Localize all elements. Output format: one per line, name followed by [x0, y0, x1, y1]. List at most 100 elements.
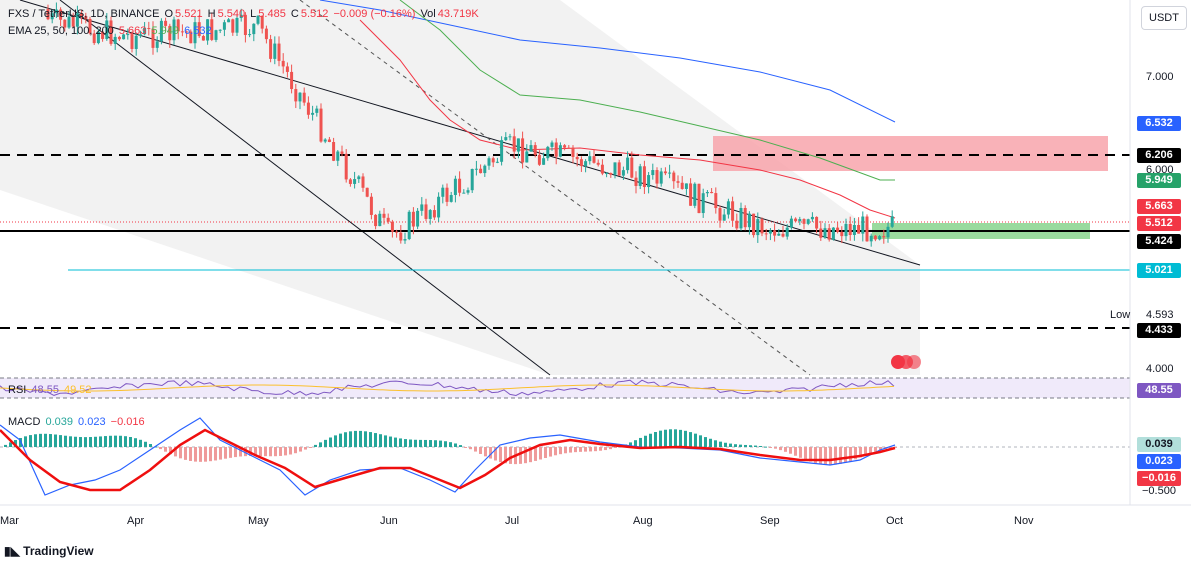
macd-bar: [174, 447, 177, 457]
candle-body: [861, 216, 865, 234]
macd-bar: [519, 447, 522, 464]
macd-bar: [539, 447, 542, 460]
macd-bar: [144, 441, 147, 447]
macd-bar: [149, 444, 152, 447]
macd-bar: [94, 436, 97, 447]
macd-bar: [779, 447, 782, 451]
macd-bar: [789, 447, 792, 454]
macd-bar: [694, 433, 697, 447]
macd-bar: [704, 437, 707, 447]
channel-mid-line[interactable]: [299, 0, 811, 376]
candle-body: [84, 16, 88, 19]
macd-bar: [449, 442, 452, 447]
candle-body: [743, 207, 747, 228]
candle-body: [138, 34, 142, 36]
candle-body: [390, 221, 394, 232]
macd-bar: [184, 447, 187, 460]
macd-bar: [614, 447, 617, 448]
candle-body: [117, 36, 121, 40]
currency-button[interactable]: USDT: [1141, 6, 1187, 30]
candle-body: [210, 19, 214, 40]
macd-bar: [889, 447, 892, 448]
macd-bar: [419, 439, 422, 447]
candle-body: [189, 31, 193, 44]
candle-body: [168, 25, 172, 41]
macd-bar: [14, 440, 17, 447]
macd-bar: [424, 439, 427, 447]
macd-bar: [634, 440, 637, 447]
candle-body: [529, 145, 533, 152]
macd-bar: [804, 447, 807, 460]
resistance-zone[interactable]: [713, 136, 1108, 171]
channel-lower-line[interactable]: [59, 0, 551, 376]
candle-body: [584, 161, 588, 167]
candle-body: [378, 213, 382, 227]
candle-body: [159, 20, 163, 42]
tradingview-logo[interactable]: ▮◣ TradingView: [4, 544, 94, 558]
candle-body: [75, 13, 79, 27]
candle-body: [239, 14, 243, 18]
candle-body: [470, 169, 474, 191]
open-label: O: [164, 8, 174, 20]
high-value: 5.540: [217, 8, 246, 20]
candle-body: [600, 164, 604, 174]
price-tag-ema50: 5.949: [1137, 173, 1181, 188]
macd-bar: [574, 447, 577, 453]
rsi-line: [0, 379, 895, 397]
macd-bar: [39, 433, 42, 447]
brand-label: TradingView: [23, 544, 94, 558]
candle-body: [857, 225, 861, 234]
ema-label[interactable]: EMA 25, 50, 100, 200: [8, 25, 114, 37]
macd-label[interactable]: MACD: [8, 416, 41, 428]
macd-bar: [254, 447, 257, 456]
rsi-value: 48.55: [31, 384, 59, 396]
macd-bar: [474, 447, 477, 452]
candle-body: [311, 112, 315, 115]
macd-bar: [564, 447, 567, 454]
event-marker[interactable]: [907, 355, 921, 369]
candle-body: [512, 136, 516, 152]
candle-body: [80, 13, 84, 17]
macd-line: [0, 417, 896, 496]
candle-body: [794, 218, 798, 222]
candle-body: [101, 31, 105, 39]
candle-body: [768, 230, 772, 234]
macd-bar: [439, 440, 442, 447]
close-label: C: [290, 8, 299, 20]
macd-bar: [34, 434, 37, 447]
macd-bar: [799, 447, 802, 458]
macd-bar: [864, 447, 867, 456]
candle-body: [542, 158, 546, 165]
candle-body: [323, 139, 327, 142]
candle-body: [630, 157, 634, 178]
macd-bar: [179, 447, 182, 459]
candle-body: [206, 19, 210, 41]
symbol-label[interactable]: FXS / TetherUS, 1D, BINANCE: [8, 8, 160, 20]
macd-bar: [609, 447, 612, 450]
macd-bar: [129, 436, 132, 447]
macd-bar: [314, 444, 317, 447]
rsi-band: [0, 378, 1130, 398]
candle-body: [882, 236, 886, 238]
candle-body: [819, 228, 823, 238]
macd-bar: [559, 447, 562, 455]
macd-bar: [394, 437, 397, 447]
macd-bar: [784, 447, 787, 452]
candle-body: [756, 219, 760, 236]
macd-bar: [79, 437, 82, 447]
ema50-line: [399, 0, 895, 181]
rsi-label[interactable]: RSI: [8, 384, 27, 396]
macd-line-value: 0.023: [78, 416, 106, 428]
macd-bar: [714, 440, 717, 447]
x-tick: Oct: [886, 515, 904, 527]
candle-body: [466, 190, 470, 193]
macd-bar: [209, 447, 212, 462]
macd-bar: [119, 435, 122, 447]
macd-bar: [509, 447, 512, 464]
macd-bar: [4, 444, 7, 447]
legend-ema: EMA 25, 50, 100, 200 5.663 5.949 6.532: [8, 25, 214, 37]
macd-histogram: [4, 429, 897, 465]
candle-body: [424, 204, 428, 219]
